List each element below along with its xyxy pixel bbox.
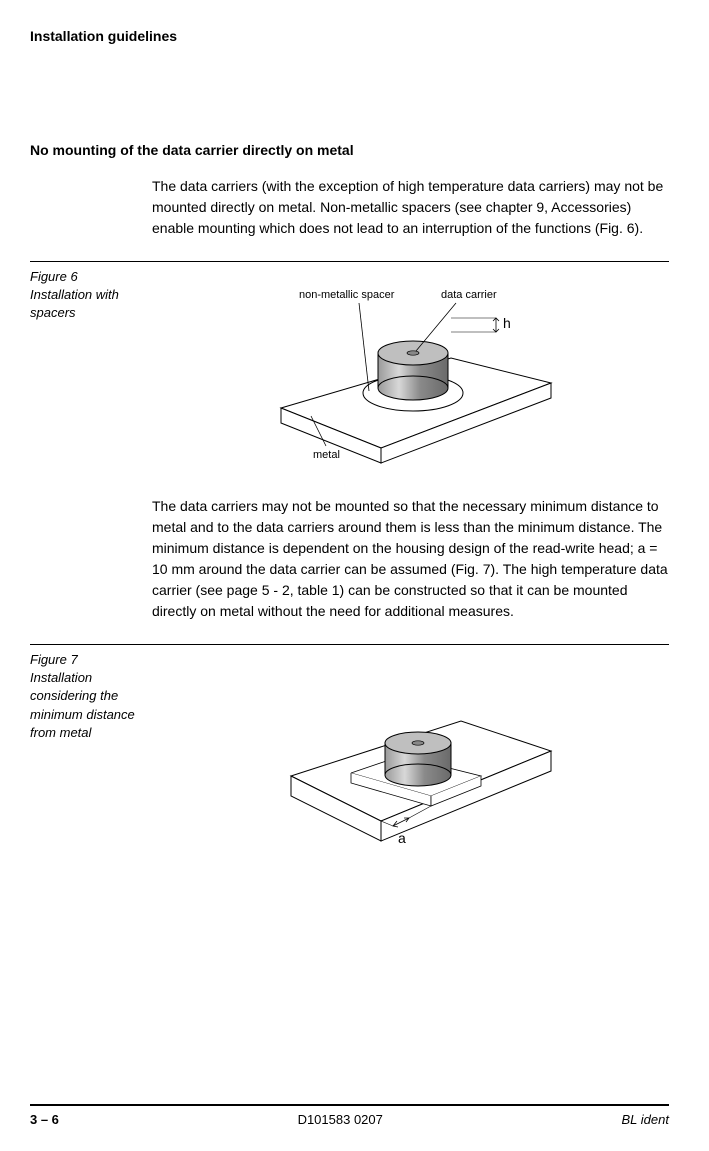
- label-a: a: [398, 830, 406, 846]
- figure-7-caption: Figure 7 Installation considering the mi…: [30, 651, 152, 742]
- figure-7-diagram: a: [251, 651, 571, 881]
- page-footer: 3 – 6 D101583 0207 BL ident: [30, 1104, 669, 1127]
- figure-6-number: Figure 6: [30, 268, 144, 286]
- figure-7-block: Figure 7 Installation considering the mi…: [30, 651, 669, 881]
- footer-doc-id: D101583 0207: [298, 1112, 383, 1127]
- label-h: h: [503, 315, 511, 331]
- figure-7-number: Figure 7: [30, 651, 144, 669]
- section-paragraph-1: The data carriers (with the exception of…: [152, 176, 669, 239]
- section-paragraph-2: The data carriers may not be mounted so …: [152, 496, 669, 622]
- divider: [30, 644, 669, 645]
- page-header-title: Installation guidelines: [30, 28, 669, 44]
- figure-7-text: Installation considering the minimum dis…: [30, 669, 144, 742]
- figure-6-caption: Figure 6 Installation with spacers: [30, 268, 152, 323]
- label-carrier: data carrier: [441, 289, 497, 301]
- figure-6-text: Installation with spacers: [30, 286, 144, 322]
- section-heading: No mounting of the data carrier directly…: [30, 142, 669, 158]
- label-spacer: non-metallic spacer: [299, 289, 395, 301]
- label-metal: metal: [313, 449, 340, 461]
- figure-6-block: Figure 6 Installation with spacers: [30, 268, 669, 478]
- footer-page-number: 3 – 6: [30, 1112, 59, 1127]
- footer-brand: BL ident: [622, 1112, 669, 1127]
- figure-6-diagram: non-metallic spacer data carrier metal h: [251, 268, 571, 478]
- divider: [30, 261, 669, 262]
